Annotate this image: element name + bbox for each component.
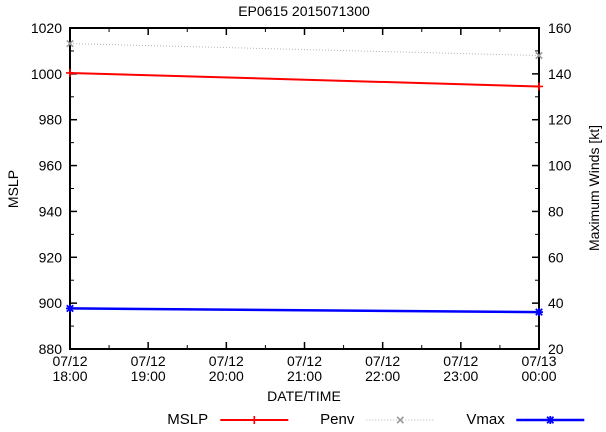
y-right-tick-label: 120 [548,112,572,128]
y-left-tick-label: 920 [39,249,63,265]
x-tick-label-date: 07/13 [521,353,556,369]
y-right-tick-label: 60 [548,249,564,265]
legend-item-penv: Penv [320,411,436,428]
x-axis-ticks [69,28,540,349]
y-left-tick-label: 1020 [31,20,62,36]
y-left-axis-ticks [70,27,77,350]
y-left-tick-label: 960 [39,158,63,174]
y-left-tick-label: 900 [39,295,63,311]
series-penv-line [69,43,540,57]
legend-line-sample-penv [366,415,435,424]
y-left-tick-label: 1000 [31,66,62,82]
x-tick-label-time: 21:00 [287,368,322,384]
series-lines [66,39,543,317]
series-vmax-line [69,307,540,314]
x-tick-label-date: 07/12 [443,353,478,369]
y-right-tick-label: 40 [548,295,564,311]
series-vmax [66,304,543,317]
series-mslp [66,68,543,91]
plot-border-rect [69,27,540,350]
x-tick-label-time: 23:00 [443,368,478,384]
chart-title: EP0615 2015071300 [238,3,370,19]
legend-line-sample-vmax [516,415,585,424]
legend-item-vmax: Vmax [466,411,586,428]
x-tick-label-date: 07/12 [365,353,400,369]
y-right-axis-ticks [532,27,539,350]
legend-label: MSLP [167,411,209,428]
y-left-tick-label: 940 [39,203,63,219]
y-right-tick-label: 160 [548,20,572,36]
legend-label: Penv [320,411,355,428]
y-right-tick-label: 140 [548,66,572,82]
y-left-tick-label: 880 [39,341,63,357]
chart-legend: MSLP Penv Vmax [167,411,586,428]
y-left-axis-title: MSLP [5,169,21,209]
x-tick-label-time: 18:00 [52,368,87,384]
x-tick-label-date: 07/12 [287,353,322,369]
x-tick-label-time: 20:00 [209,368,244,384]
y-left-tick-label: 980 [39,112,63,128]
legend-item-mslp: MSLP [167,411,290,428]
plot-border [69,27,540,350]
legend-line-sample-mslp [220,415,289,424]
legend-label: Vmax [466,411,505,428]
x-tick-label-time: 19:00 [131,368,166,384]
series-penv [66,39,543,60]
y-right-tick-label: 80 [548,203,564,219]
tick-labels: 07/1218:0007/1219:0007/1220:0007/1221:00… [31,20,572,384]
x-tick-label-time: 22:00 [365,368,400,384]
x-tick-label-date: 07/12 [131,353,166,369]
series-mslp-line [69,71,540,88]
y-right-axis-title: Maximum Winds [kt] [586,124,602,252]
x-tick-label-date: 07/12 [209,353,244,369]
x-tick-label-time: 00:00 [521,368,556,384]
y-right-tick-label: 100 [548,158,572,174]
y-right-tick-label: 20 [548,341,564,357]
x-axis-title: DATE/TIME [267,388,341,404]
x-tick-label-date: 07/12 [52,353,87,369]
